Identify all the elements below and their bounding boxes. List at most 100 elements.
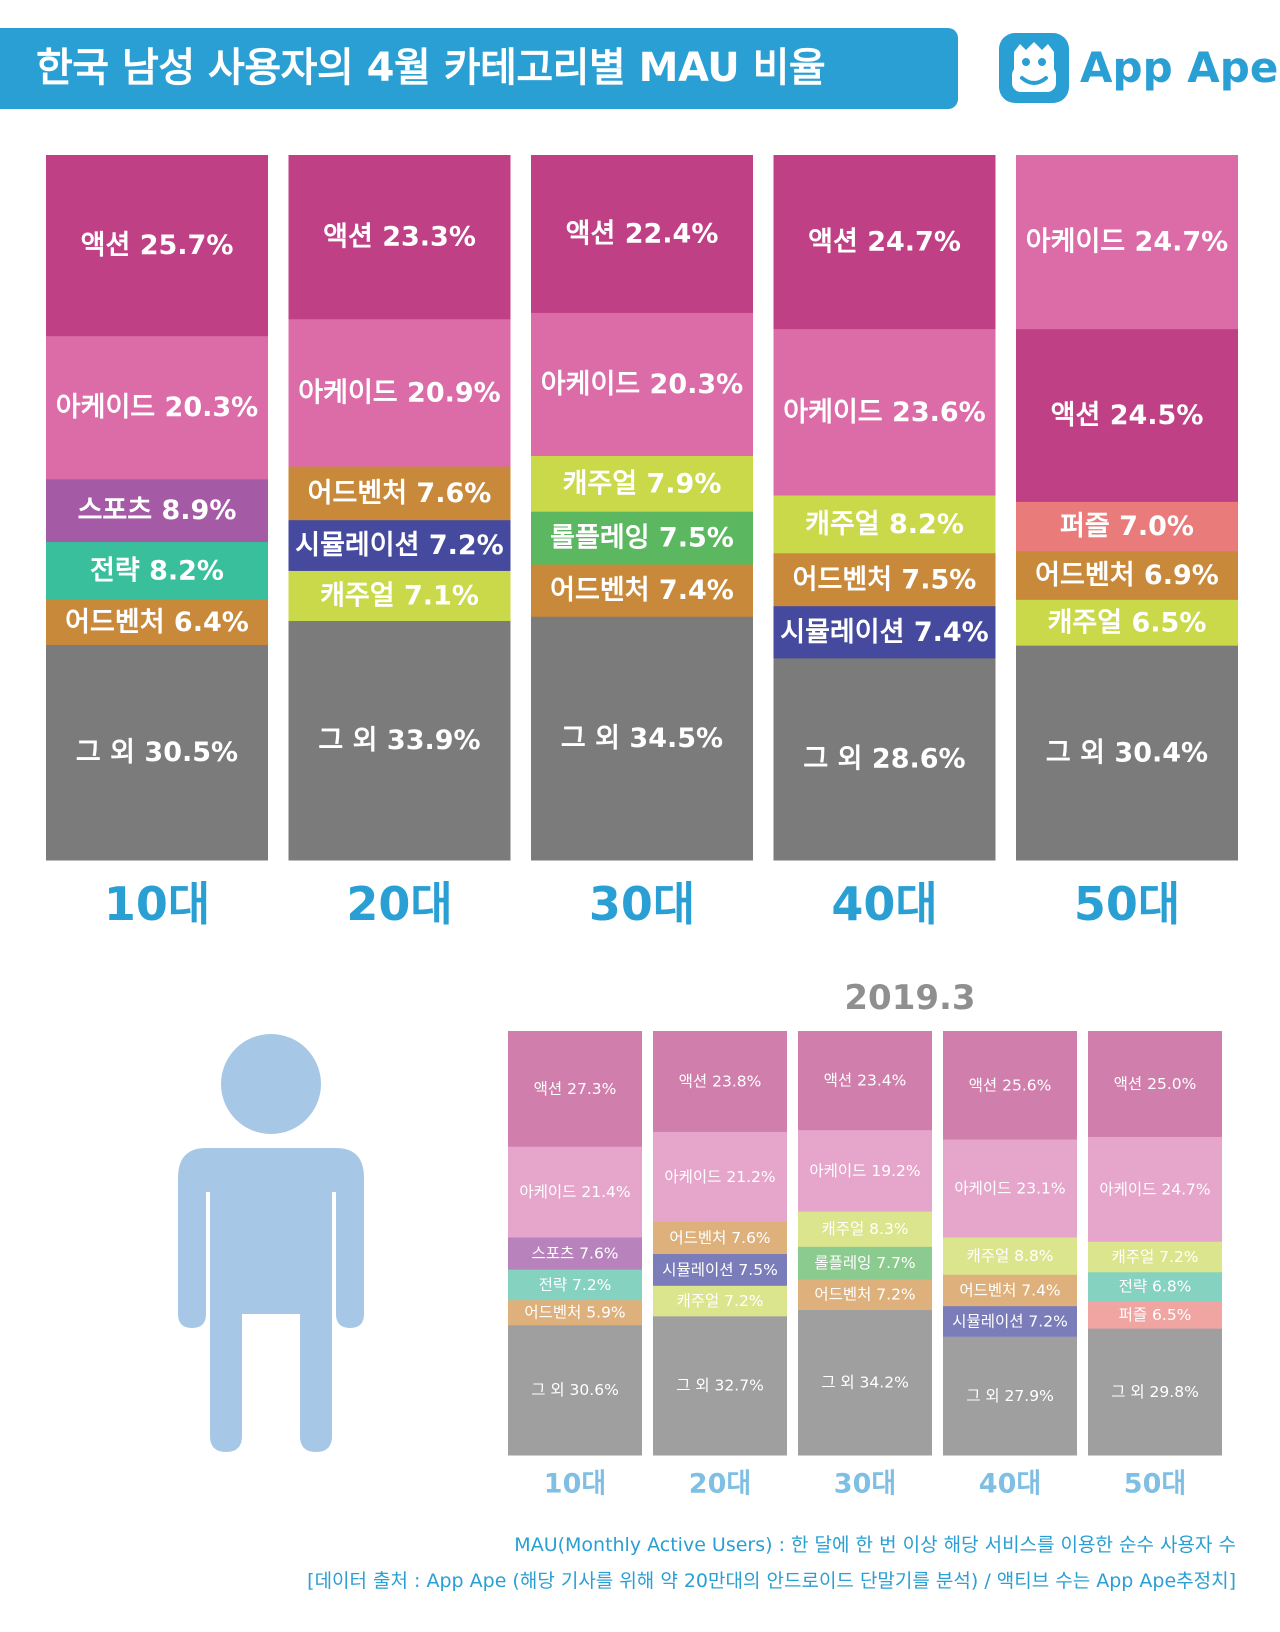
sub-bar-40s-simulation: [943, 1306, 1077, 1338]
sub-bar-30s-arcade: [798, 1130, 932, 1213]
sub-bar-50s-puzzle: [1088, 1301, 1222, 1330]
main-label-20s-adventure: 어드벤처 7.6%: [308, 478, 492, 509]
sub-label-50s-casual: 캐주얼 7.2%: [1111, 1248, 1198, 1266]
sub-label-30s-casual: 캐주얼 8.3%: [821, 1220, 908, 1238]
sub-bar-40s-casual: [943, 1237, 1077, 1276]
sub-label-30s-adventure: 어드벤처 7.2%: [814, 1286, 915, 1304]
sub-label-10s-action: 액션 27.3%: [534, 1080, 617, 1098]
sub-bar-30s-other: [798, 1309, 932, 1456]
sub-label-20s-arcade: 아케이드 21.2%: [664, 1168, 775, 1186]
page-title: 한국 남성 사용자의 4월 카테고리별 MAU 비율: [36, 45, 826, 91]
main-bar-20s-simulation: [288, 520, 511, 572]
main-bar-30s-roleplaying: [531, 511, 753, 566]
sub-category-label-30s: 30대: [834, 1469, 896, 1500]
main-label-50s-adventure: 어드벤처 6.9%: [1035, 560, 1219, 591]
sub-bar-50s-strategy: [1088, 1272, 1222, 1302]
sub-bar-30s-casual: [798, 1211, 932, 1248]
main-label-10s-strategy: 전략 8.2%: [90, 555, 224, 586]
main-bar-10s-adventure: [46, 599, 268, 646]
sub-category-label-10s: 10대: [544, 1469, 606, 1500]
sub-bar-20s-simulation: [653, 1254, 787, 1287]
main-label-50s-action: 액션 24.5%: [1051, 400, 1204, 431]
sub-label-10s-sports: 스포츠 7.6%: [531, 1245, 618, 1263]
main-stacked-bar-chart: 액션 25.7% 아케이드 20.3% 스포츠 8.9% 전략 8.2% 어드벤처 6.…: [46, 155, 1238, 931]
main-bar-30s-casual: [531, 456, 753, 513]
main-bar-40s-casual: [773, 495, 996, 554]
sub-label-40s-simulation: 시뮬레이션 7.2%: [952, 1312, 1068, 1330]
main-bar-20s-other: [288, 621, 511, 861]
sub-label-30s-arcade: 아케이드 19.2%: [809, 1162, 920, 1180]
sub-bar-10s-other: [508, 1325, 642, 1456]
sub-stacked-bar-chart: 액션 27.3% 아케이드 21.4% 스포츠 7.6% 전략 7.2% 어드벤처 5.…: [508, 1031, 1222, 1500]
main-label-30s-other: 그 외 34.5%: [561, 723, 723, 754]
sub-label-40s-other: 그 외 27.9%: [966, 1387, 1054, 1405]
sub-label-10s-adventure: 어드벤처 5.9%: [524, 1304, 625, 1322]
sub-label-40s-arcade: 아케이드 23.1%: [954, 1180, 1065, 1198]
main-label-20s-other: 그 외 33.9%: [318, 725, 480, 756]
main-label-10s-other: 그 외 30.5%: [76, 737, 238, 768]
main-label-50s-puzzle: 퍼즐 7.0%: [1060, 511, 1194, 542]
sub-label-50s-strategy: 전략 6.8%: [1119, 1278, 1192, 1296]
main-bar-40s-action: [773, 155, 996, 330]
sub-label-20s-action: 액션 23.8%: [679, 1072, 762, 1090]
sub-label-50s-arcade: 아케이드 24.7%: [1099, 1180, 1210, 1198]
sub-category-label-40s: 40대: [979, 1469, 1041, 1500]
main-bar-40s-other: [773, 658, 996, 861]
footnote-data-source: [데이터 출처 : App Ape (해당 기사를 위해 약 20만대의 안드로…: [307, 1570, 1236, 1592]
main-bar-40s-adventure: [773, 553, 996, 607]
sub-bar-30s-adventure: [798, 1279, 932, 1311]
sub-bar-20s-casual: [653, 1285, 787, 1317]
main-label-30s-adventure: 어드벤처 7.4%: [550, 575, 734, 606]
main-category-label-10s: 10대: [104, 877, 210, 931]
sub-label-40s-casual: 캐주얼 8.8%: [966, 1247, 1053, 1265]
sub-bar-10s-sports: [508, 1237, 642, 1271]
main-label-40s-arcade: 아케이드 23.6%: [783, 397, 985, 428]
sub-label-20s-simulation: 시뮬레이션 7.5%: [662, 1261, 778, 1279]
main-category-label-20s: 20대: [346, 877, 452, 931]
sub-chart-title: 2019.3: [844, 978, 976, 1018]
main-bar-10s-other: [46, 644, 268, 861]
sub-bar-50s-action: [1088, 1031, 1222, 1138]
sub-bar-40s-action: [943, 1031, 1077, 1141]
sub-bar-40s-adventure: [943, 1274, 1077, 1307]
main-label-20s-action: 액션 23.3%: [323, 222, 476, 253]
main-bar-40s-simulation: [773, 606, 996, 659]
main-label-20s-casual: 캐주얼 7.1%: [320, 580, 479, 611]
sub-label-20s-adventure: 어드벤처 7.6%: [669, 1229, 770, 1247]
main-bar-30s-arcade: [531, 312, 753, 457]
main-bar-30s-action: [531, 155, 753, 314]
main-category-label-40s: 40대: [831, 877, 937, 931]
main-label-40s-casual: 캐주얼 8.2%: [805, 509, 964, 540]
sub-bar-50s-arcade: [1088, 1137, 1222, 1243]
main-label-20s-simulation: 시뮬레이션 7.2%: [295, 530, 503, 561]
main-bar-50s-arcade: [1016, 155, 1238, 330]
sub-bar-50s-casual: [1088, 1241, 1222, 1273]
main-label-10s-sports: 스포츠 8.9%: [78, 495, 237, 526]
main-bar-30s-other: [531, 616, 753, 861]
sub-label-20s-other: 그 외 32.7%: [676, 1377, 764, 1395]
person-icon: [178, 1034, 364, 1452]
sub-bar-20s-arcade: [653, 1131, 787, 1223]
main-bar-10s-strategy: [46, 542, 268, 601]
main-bar-20s-action: [288, 155, 511, 320]
main-bar-30s-adventure: [531, 564, 753, 618]
main-category-label-30s: 30대: [589, 877, 695, 931]
main-bar-20s-arcade: [288, 319, 511, 468]
sub-bar-30s-roleplaying: [798, 1246, 932, 1280]
sub-bar-40s-arcade: [943, 1139, 1077, 1238]
sub-bar-10s-arcade: [508, 1146, 642, 1238]
main-label-50s-arcade: 아케이드 24.7%: [1026, 227, 1228, 258]
main-label-40s-simulation: 시뮬레이션 7.4%: [780, 617, 988, 648]
sub-bar-20s-adventure: [653, 1221, 787, 1255]
sub-label-20s-casual: 캐주얼 7.2%: [676, 1292, 763, 1310]
sub-bar-10s-action: [508, 1031, 642, 1148]
main-label-10s-arcade: 아케이드 20.3%: [56, 392, 258, 423]
footnote-mau-definition: MAU(Monthly Active Users) : 한 달에 한 번 이상 …: [514, 1534, 1236, 1556]
sub-bar-10s-adventure: [508, 1300, 642, 1326]
main-label-10s-action: 액션 25.7%: [81, 230, 234, 261]
main-label-50s-casual: 캐주얼 6.5%: [1048, 607, 1207, 638]
main-bar-50s-action: [1016, 329, 1238, 503]
main-label-30s-action: 액션 22.4%: [566, 218, 719, 249]
main-label-40s-adventure: 어드벤처 7.5%: [793, 564, 977, 595]
main-bar-50s-puzzle: [1016, 501, 1238, 552]
